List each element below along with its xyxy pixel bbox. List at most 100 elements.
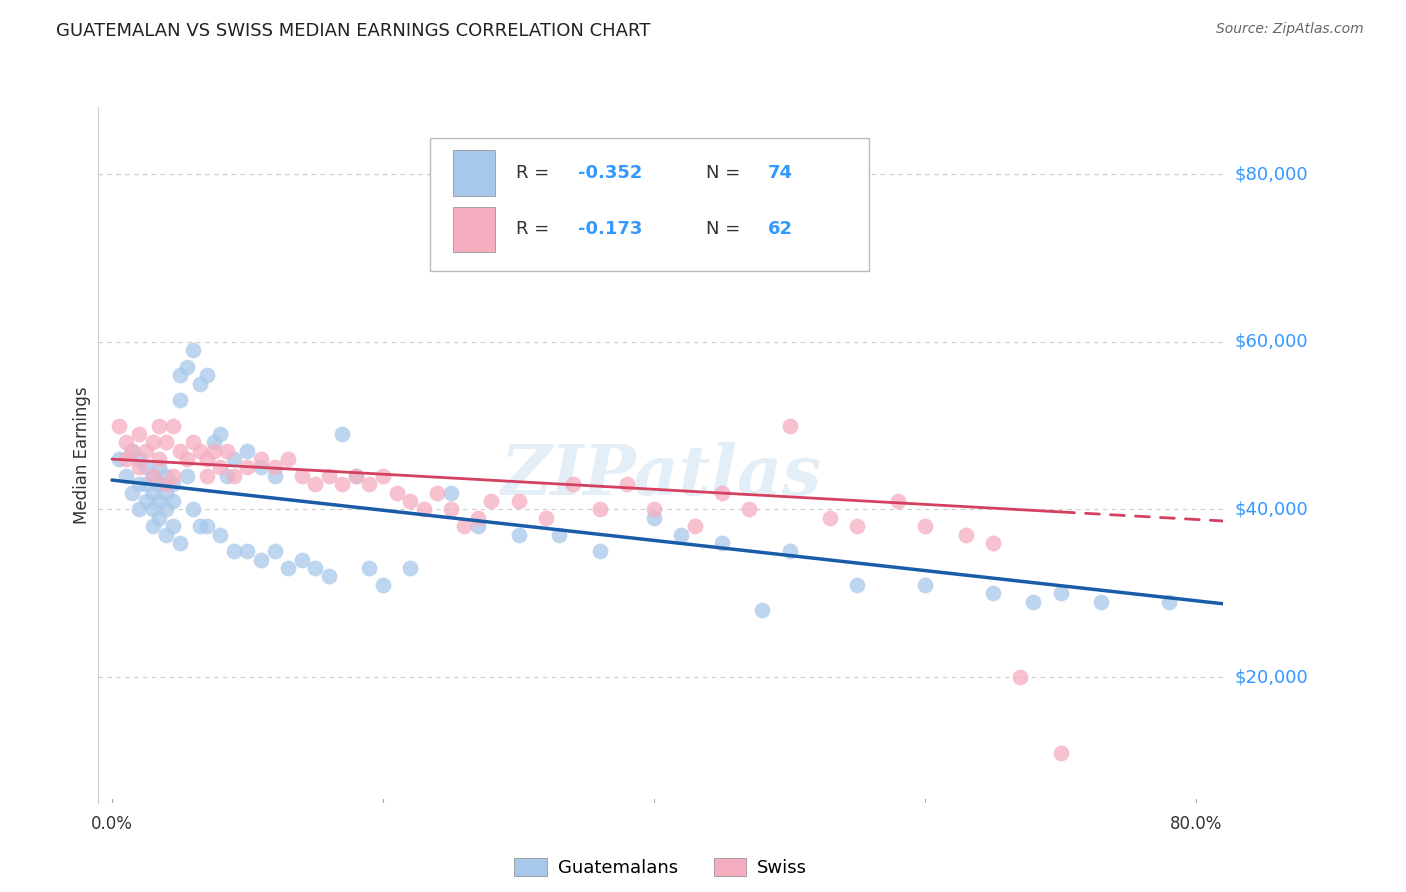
Point [1157, 594, 1180, 608]
Point [561, 477, 583, 491]
FancyBboxPatch shape [453, 207, 495, 252]
Point [121, 443, 143, 458]
Point [162, 519, 184, 533]
Point [548, 527, 571, 541]
Point [107, 418, 129, 433]
Point [188, 443, 211, 458]
Point [217, 468, 239, 483]
Text: -0.352: -0.352 [578, 164, 643, 182]
Point [169, 368, 191, 383]
Text: 80.0%: 80.0% [1170, 815, 1222, 833]
Point [399, 494, 422, 508]
Point [263, 460, 285, 475]
Point [1090, 594, 1112, 608]
Point [467, 510, 489, 524]
Point [114, 435, 136, 450]
Point [176, 468, 198, 483]
Point [643, 510, 665, 524]
Point [981, 586, 1004, 600]
Point [128, 460, 150, 475]
Point [1008, 670, 1031, 684]
Point [779, 418, 801, 433]
Point [181, 343, 204, 358]
Point [399, 561, 422, 575]
Point [121, 443, 143, 458]
Point [148, 418, 170, 433]
Point [318, 468, 340, 483]
Text: 0.0%: 0.0% [91, 815, 134, 833]
Text: 62: 62 [768, 220, 793, 238]
Point [263, 468, 285, 483]
Text: $20,000: $20,000 [1234, 668, 1308, 686]
Point [222, 452, 245, 467]
Point [508, 494, 530, 508]
Point [169, 443, 191, 458]
Point [236, 544, 259, 558]
Point [114, 452, 136, 467]
Point [955, 527, 977, 541]
Text: ZIPatlas: ZIPatlas [501, 442, 821, 509]
Point [155, 502, 177, 516]
Y-axis label: Median Earnings: Median Earnings [73, 386, 91, 524]
Point [291, 468, 314, 483]
Point [162, 494, 184, 508]
Point [344, 468, 367, 483]
Point [846, 519, 869, 533]
Point [135, 460, 157, 475]
Point [710, 485, 733, 500]
Text: $80,000: $80,000 [1234, 165, 1308, 183]
Point [209, 460, 232, 475]
Point [209, 427, 232, 442]
Point [135, 477, 157, 491]
Point [155, 485, 177, 500]
Point [142, 519, 165, 533]
Point [155, 477, 177, 491]
Point [155, 435, 177, 450]
Point [412, 502, 434, 516]
Point [359, 561, 381, 575]
Point [107, 452, 129, 467]
Point [148, 494, 170, 508]
Point [236, 460, 259, 475]
Point [330, 427, 353, 442]
Point [887, 494, 910, 508]
Point [981, 536, 1004, 550]
Point [128, 502, 150, 516]
Point [222, 468, 245, 483]
Point [779, 544, 801, 558]
Point [155, 527, 177, 541]
Point [181, 502, 204, 516]
Point [162, 477, 184, 491]
Text: -0.173: -0.173 [578, 220, 643, 238]
FancyBboxPatch shape [453, 151, 495, 195]
Point [217, 443, 239, 458]
Point [683, 519, 706, 533]
Point [162, 418, 184, 433]
Point [209, 527, 232, 541]
Point [440, 502, 463, 516]
Text: R =: R = [516, 164, 555, 182]
Point [453, 519, 475, 533]
Point [344, 468, 367, 483]
Point [643, 502, 665, 516]
Point [751, 603, 773, 617]
Point [589, 544, 612, 558]
Point [222, 544, 245, 558]
Point [371, 578, 394, 592]
Point [236, 443, 259, 458]
Point [304, 477, 326, 491]
Point [1049, 746, 1071, 760]
Legend: Guatemalans, Swiss: Guatemalans, Swiss [508, 850, 814, 884]
Point [181, 435, 204, 450]
Point [195, 368, 218, 383]
Point [176, 359, 198, 374]
Point [121, 485, 143, 500]
Point [135, 494, 157, 508]
Point [481, 494, 503, 508]
Point [195, 452, 218, 467]
Point [148, 452, 170, 467]
Point [277, 561, 299, 575]
Point [176, 452, 198, 467]
Point [914, 578, 936, 592]
Point [250, 552, 273, 566]
